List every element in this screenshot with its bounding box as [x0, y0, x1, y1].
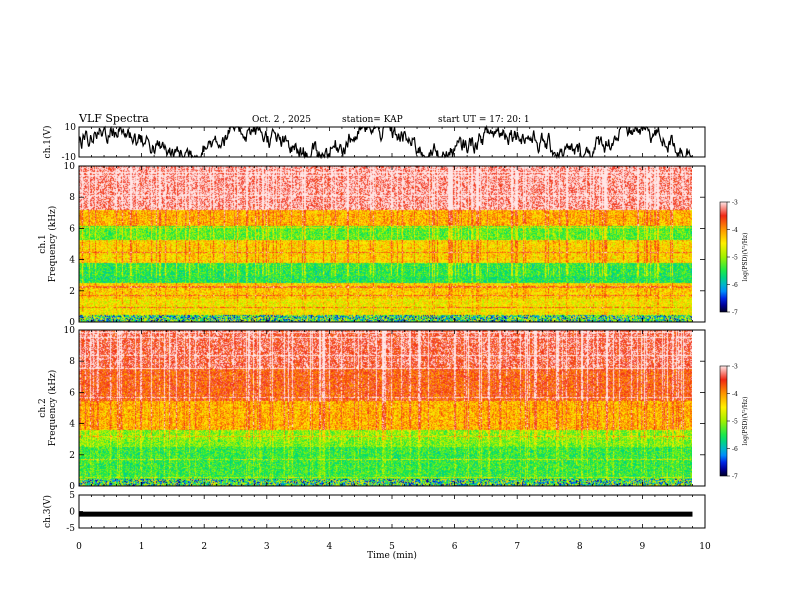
ch1-spectrogram-y-label: ch.1Frequency (kHz) [38, 206, 58, 283]
ch1-spectrogram-y-tick-label: 2 [69, 287, 75, 297]
ch3-signal-frame [78, 494, 706, 529]
ch1-spectrogram-colorbar [719, 201, 728, 313]
ch1-spectrogram-colorbar-tick-label: -3 [732, 200, 738, 207]
ch1-spectrogram-y-tick-label: 6 [69, 224, 75, 234]
ch1-waveform-line [78, 124, 693, 160]
x-tick-label: 3 [264, 542, 270, 552]
x-tick-label: 6 [452, 542, 458, 552]
x-tick-label: 4 [327, 542, 333, 552]
ch2-spectrogram-colorbar-tick-label: -5 [732, 419, 738, 426]
chart-title: VLF Spectra [79, 112, 149, 125]
ch1-spectrogram-y-tick-label: 8 [69, 193, 75, 203]
x-tick-label: 7 [514, 542, 520, 552]
ch3-signal-band [79, 511, 693, 517]
ch1-spectrogram-raster [79, 166, 692, 322]
ch2-spectrogram-y-tick-label: 10 [64, 326, 76, 336]
ch1-spectrogram-colorbar-tick-label: -7 [732, 310, 738, 317]
ch2-spectrogram-y-tick-label: 4 [69, 420, 75, 430]
ch1-spectrogram-colorbar-tick-label: -4 [732, 227, 738, 234]
station-label: station= KAP [342, 115, 403, 125]
x-axis-label: Time (min) [367, 550, 417, 561]
ch2-spectrogram-colorbar-tick-label: -4 [732, 391, 738, 398]
x-tick-label: 2 [201, 542, 207, 552]
ch2-spectrogram-colorbar-tick-label: -3 [732, 364, 738, 371]
ch3-signal-y-tick-label: 5 [69, 491, 75, 501]
x-tick-label: 10 [699, 542, 711, 552]
x-tick-label: 0 [76, 542, 82, 552]
ch1-waveform-y-tick-label: -10 [62, 153, 77, 163]
ch1-spectrogram-colorbar-label: log(PSD)(V²/Hz) [742, 233, 749, 282]
start-time-label: start UT = 17: 20: 1 [438, 115, 530, 125]
ch1-spectrogram-colorbar-tick-label: -5 [732, 255, 738, 262]
ch2-spectrogram-y-tick-label: 0 [69, 482, 75, 492]
ch1-spectrogram-colorbar-tick-label: -6 [732, 282, 738, 289]
ch2-spectrogram-y-tick-label: 6 [69, 388, 75, 398]
ch2-spectrogram-y-tick-label: 2 [69, 451, 75, 461]
x-tick-label: 8 [577, 542, 583, 552]
ch2-spectrogram-colorbar-tick-label: -6 [732, 446, 738, 453]
ch2-spectrogram-colorbar-tick-label: -7 [732, 474, 738, 481]
x-tick-label: 5 [389, 542, 395, 552]
ch2-spectrogram-raster [79, 330, 692, 486]
ch3-signal-y-label: ch.3(V) [42, 495, 53, 528]
x-tick-label: 1 [139, 542, 145, 552]
ch1-spectrogram-y-tick-label: 0 [69, 318, 75, 328]
ch1-waveform-y-tick-label: 10 [65, 123, 77, 133]
ch1-spectrogram-y-tick-label: 4 [69, 256, 75, 266]
ch2-spectrogram-y-label: ch.2Frequency (kHz) [38, 370, 58, 447]
date-label: Oct. 2 , 2025 [252, 115, 311, 125]
ch1-spectrogram-y-tick-label: 10 [64, 162, 76, 172]
x-tick-label: 9 [640, 542, 646, 552]
ch2-spectrogram-colorbar-label: log(PSD)(V²/Hz) [742, 397, 749, 446]
ch3-signal-y-tick-label: 0 [69, 508, 75, 518]
ch1-waveform-y-label: ch.1(V) [42, 126, 53, 159]
ch2-spectrogram-y-tick-label: 8 [69, 357, 75, 367]
ch3-signal-y-tick-label: -5 [66, 524, 75, 534]
ch2-spectrogram-colorbar [719, 365, 728, 477]
